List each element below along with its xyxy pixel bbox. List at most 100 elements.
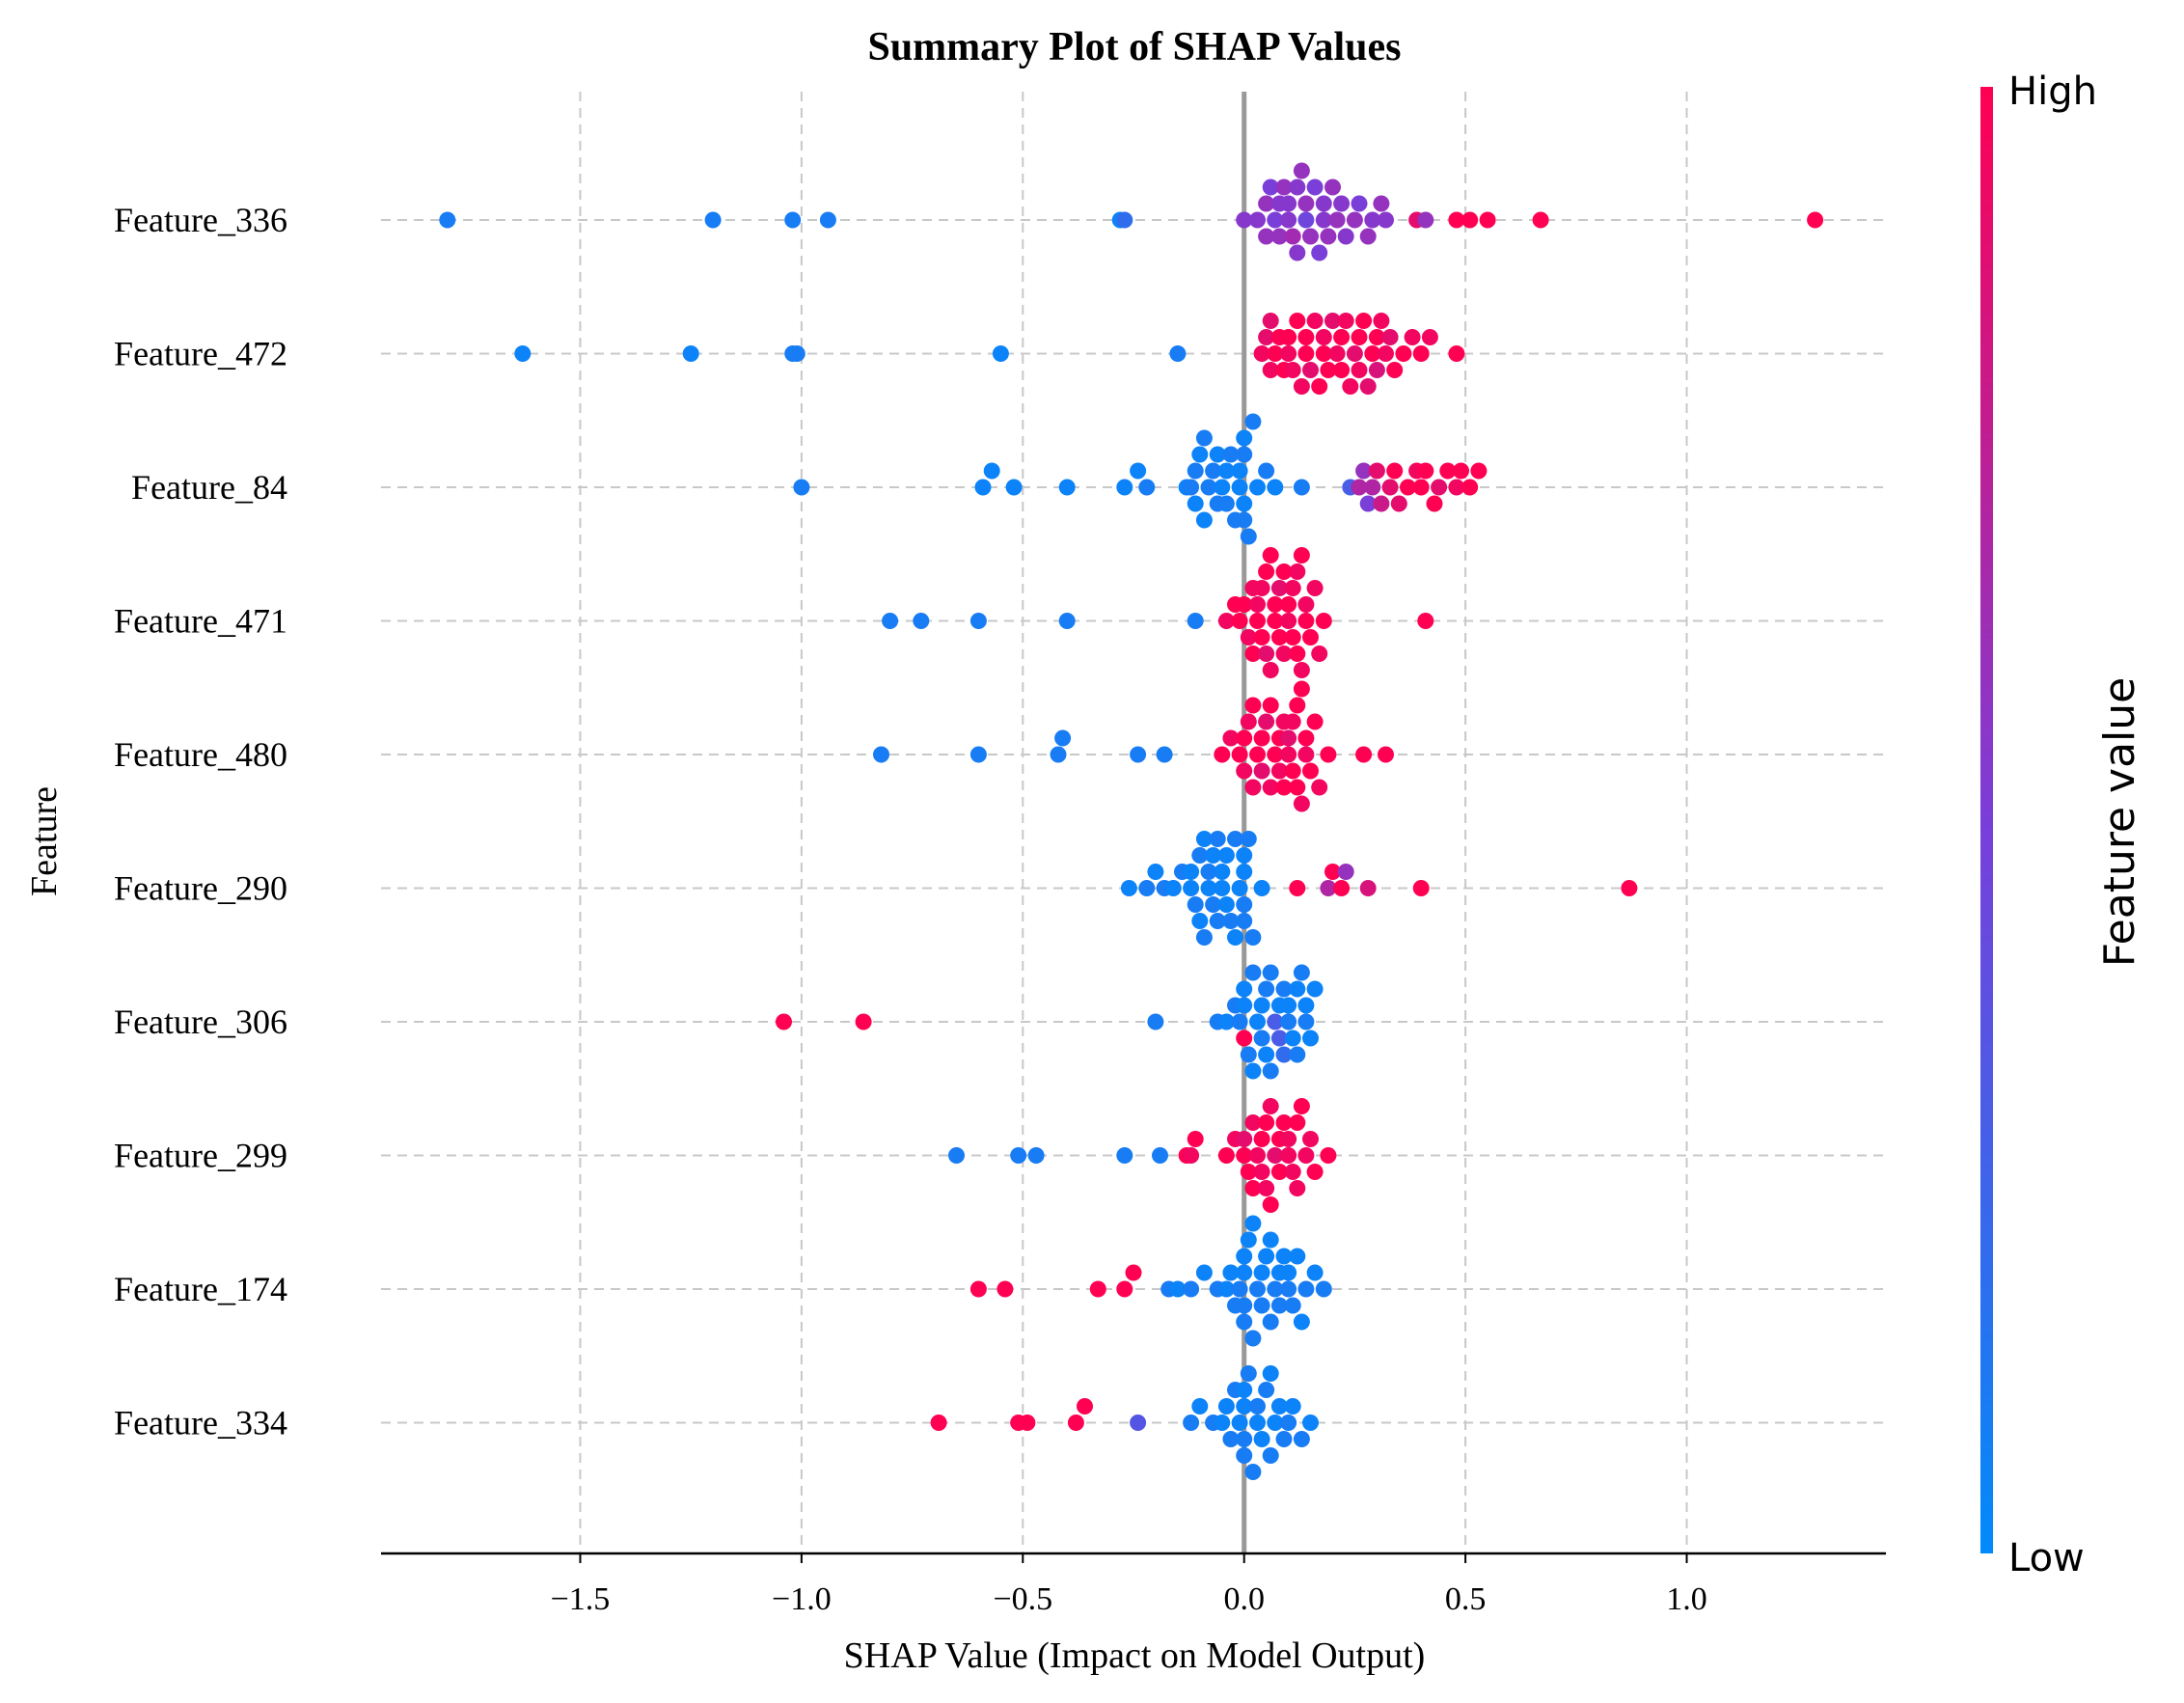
shap-point bbox=[1293, 378, 1310, 395]
shap-point bbox=[1253, 345, 1270, 362]
shap-point bbox=[1280, 211, 1297, 229]
shap-point bbox=[439, 211, 456, 229]
shap-point bbox=[1253, 1431, 1270, 1447]
shap-point bbox=[1138, 880, 1156, 896]
shap-point bbox=[1236, 1313, 1253, 1331]
shap-point bbox=[1284, 1030, 1301, 1047]
shap-point bbox=[1284, 1398, 1301, 1415]
shap-point bbox=[1240, 713, 1257, 730]
shap-point bbox=[1125, 1264, 1142, 1281]
shap-point bbox=[1280, 746, 1297, 763]
shap-point bbox=[1302, 362, 1319, 378]
shap-point bbox=[1217, 462, 1235, 480]
shap-point bbox=[793, 479, 810, 496]
shap-point bbox=[1351, 195, 1368, 212]
shap-point bbox=[1258, 228, 1275, 245]
feature-label: Feature_471 bbox=[114, 602, 287, 641]
shap-point bbox=[1297, 613, 1315, 629]
shap-point bbox=[1404, 329, 1421, 345]
shap-point bbox=[1324, 313, 1341, 329]
shap-point bbox=[1236, 847, 1253, 864]
shap-point bbox=[1236, 729, 1253, 747]
shap-point bbox=[1249, 479, 1266, 496]
shap-point bbox=[1249, 1013, 1266, 1030]
shap-point bbox=[788, 345, 805, 362]
shap-point bbox=[1183, 864, 1200, 880]
feature-label: Feature_174 bbox=[114, 1270, 287, 1308]
shap-point bbox=[1346, 345, 1363, 362]
shap-point bbox=[1050, 746, 1067, 763]
shap-point bbox=[1089, 1280, 1106, 1298]
shap-point bbox=[1297, 195, 1315, 212]
shap-point bbox=[1297, 1280, 1315, 1298]
shap-point bbox=[1302, 762, 1319, 780]
shap-point bbox=[819, 211, 836, 229]
shap-point bbox=[1253, 880, 1270, 896]
shap-point bbox=[1195, 831, 1213, 847]
shap-point bbox=[1280, 729, 1297, 747]
shap-point bbox=[1297, 211, 1315, 229]
shap-point bbox=[1306, 1164, 1324, 1180]
shap-point bbox=[1417, 613, 1434, 629]
shap-point bbox=[1191, 913, 1209, 929]
shap-point bbox=[1236, 762, 1253, 780]
x-ticks: −1.5 −1.0 −0.5 0.0 0.5 1.0 bbox=[551, 1553, 1707, 1617]
shap-point bbox=[1231, 1013, 1248, 1030]
shap-point bbox=[969, 613, 987, 629]
shap-point bbox=[1412, 479, 1430, 496]
shap-point bbox=[1355, 313, 1373, 329]
shap-point bbox=[1244, 1330, 1262, 1347]
shap-point bbox=[1240, 1046, 1257, 1063]
shap-point bbox=[1293, 547, 1310, 563]
shap-point bbox=[1311, 779, 1328, 796]
shap-point bbox=[1258, 462, 1275, 480]
shap-point bbox=[1267, 613, 1284, 629]
shap-point bbox=[1019, 1415, 1036, 1431]
shap-point bbox=[1156, 746, 1173, 763]
shap-point bbox=[1364, 211, 1381, 229]
shap-point bbox=[1302, 629, 1319, 645]
shap-point bbox=[1236, 511, 1253, 529]
shap-point bbox=[1337, 313, 1354, 329]
shap-point bbox=[1187, 1131, 1204, 1147]
shap-point bbox=[1253, 580, 1270, 596]
shap-point bbox=[1293, 662, 1310, 678]
shap-point bbox=[1293, 162, 1310, 179]
shap-point bbox=[1284, 1297, 1301, 1314]
shap-point bbox=[1187, 462, 1204, 480]
shap-point bbox=[930, 1415, 947, 1431]
shap-point bbox=[1320, 880, 1337, 896]
shap-point bbox=[1417, 462, 1434, 480]
shap-point bbox=[1217, 1013, 1235, 1030]
shap-point bbox=[1217, 847, 1235, 864]
shap-point bbox=[1222, 1264, 1240, 1281]
shap-point bbox=[974, 479, 992, 496]
shap-point bbox=[1217, 495, 1235, 512]
shap-point bbox=[1267, 345, 1284, 362]
shap-point bbox=[1249, 596, 1266, 613]
shap-point bbox=[1270, 228, 1288, 245]
shap-point bbox=[1236, 1431, 1253, 1447]
shap-point bbox=[1302, 1030, 1319, 1047]
shap-point bbox=[1346, 211, 1363, 229]
shap-point bbox=[1275, 563, 1293, 580]
shap-point bbox=[969, 746, 987, 763]
feature-label: Feature_336 bbox=[114, 201, 287, 239]
shap-point bbox=[1236, 495, 1253, 512]
shap-point bbox=[1147, 1013, 1164, 1030]
shap-point bbox=[1297, 596, 1315, 613]
shap-point bbox=[1138, 479, 1156, 496]
shap-point bbox=[1262, 779, 1279, 796]
shap-point bbox=[1280, 345, 1297, 362]
shap-point bbox=[1306, 179, 1324, 196]
shap-point bbox=[1359, 880, 1377, 896]
shap-point bbox=[1010, 1147, 1027, 1164]
shap-point bbox=[1217, 613, 1235, 629]
shap-point bbox=[1293, 964, 1310, 981]
shap-point bbox=[1431, 479, 1448, 496]
shap-point bbox=[855, 1013, 872, 1030]
shap-point bbox=[1320, 228, 1337, 245]
shap-point bbox=[1328, 345, 1346, 362]
shap-point bbox=[1217, 896, 1235, 913]
shap-point bbox=[882, 613, 899, 629]
